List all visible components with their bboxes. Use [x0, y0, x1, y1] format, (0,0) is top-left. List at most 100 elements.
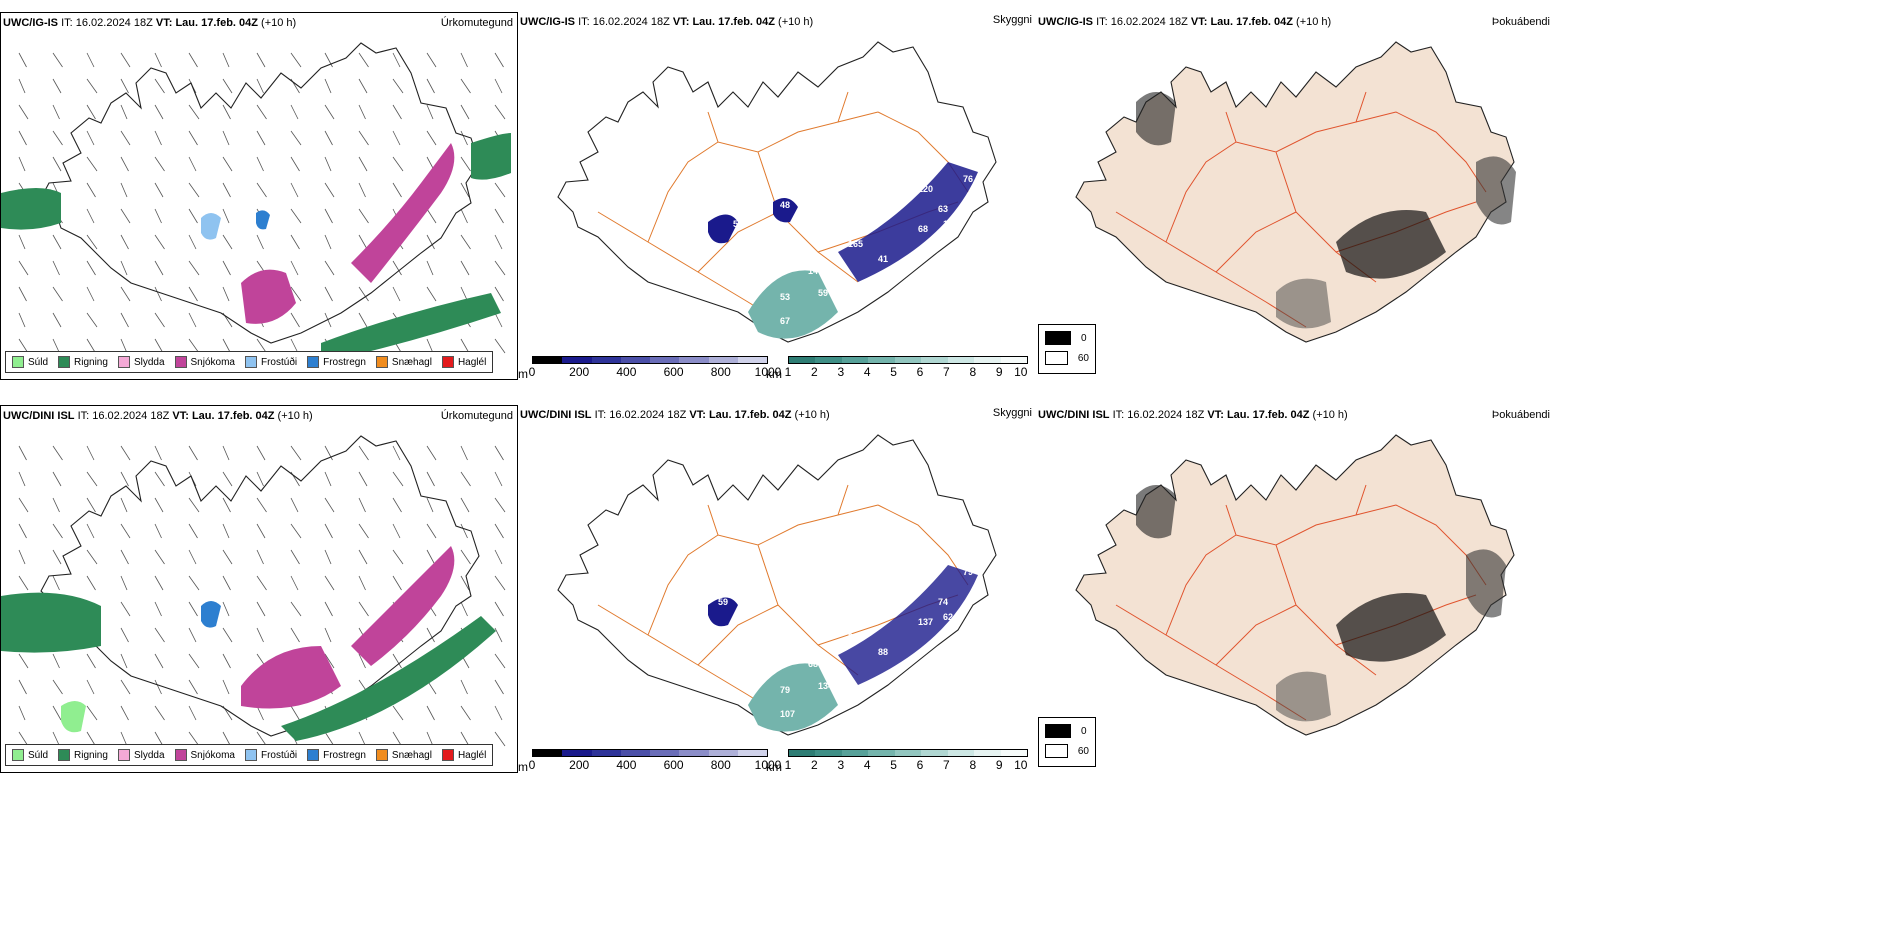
wind-barb	[86, 260, 96, 276]
precip-type-panel-bottom: UWC/DINI ISL IT: 16.02.2024 18Z VT: Lau.…	[0, 405, 518, 773]
wind-barb	[392, 523, 401, 539]
wind-barb	[52, 445, 63, 461]
wind-barb	[154, 549, 165, 565]
legend-swatch	[174, 356, 187, 368]
wind-barb	[256, 497, 267, 513]
wind-barb	[426, 52, 437, 68]
legend-item: Rigning	[58, 749, 108, 761]
wind-barb	[18, 78, 26, 94]
wind-barb	[154, 705, 165, 721]
wind-barb	[290, 208, 302, 224]
wind-barb	[494, 601, 504, 617]
wind-barb	[460, 208, 468, 224]
wind-barb	[154, 78, 165, 94]
wind-barb	[18, 286, 27, 302]
wind-barb	[222, 497, 231, 513]
wind-barb	[154, 575, 164, 591]
wind-barb	[222, 627, 233, 643]
legend-swatch	[441, 749, 454, 761]
vis-value-label: 88	[878, 647, 888, 657]
wind-barb	[18, 731, 29, 747]
precip-type-panel-top: UWC/IG-IS IT: 16.02.2024 18Z VT: Lau. 17…	[0, 12, 518, 380]
legend-item: Slydda	[117, 749, 165, 761]
panel-header: UWC/DINI ISL IT: 16.02.2024 18Z VT: Lau.…	[1038, 409, 1348, 421]
wind-barb	[120, 312, 129, 328]
vis-value-label: 111	[733, 612, 747, 622]
legend-item: Snjókoma	[174, 356, 235, 368]
wind-barb	[494, 260, 506, 276]
wind-barb	[188, 156, 197, 172]
wind-barb	[358, 286, 369, 302]
wind-barb	[154, 679, 162, 695]
wind-barb	[188, 731, 200, 747]
wind-barb	[460, 471, 471, 487]
wind-barb	[426, 523, 437, 539]
wind-barb	[392, 182, 402, 198]
wind-barb	[460, 338, 470, 354]
panel-header: UWC/DINI ISL IT: 16.02.2024 18Z VT: Lau.…	[3, 410, 313, 422]
wind-barb	[358, 78, 368, 94]
wind-barb	[358, 497, 366, 513]
wind-barb	[154, 182, 164, 198]
ceiling-colorbar	[532, 356, 768, 364]
wind-barb	[120, 130, 131, 146]
wind-barb	[426, 130, 437, 146]
wind-barb	[18, 104, 29, 120]
vis-value-label: 90	[780, 593, 790, 603]
wind-barb	[18, 549, 26, 565]
wind-barb	[188, 575, 200, 591]
wind-barb	[52, 523, 63, 539]
wind-barb	[18, 445, 27, 461]
wind-barb	[392, 286, 401, 302]
wind-barb	[426, 260, 434, 276]
wind-barb	[256, 445, 266, 461]
wind-barb	[392, 731, 402, 747]
wind-barb	[256, 156, 264, 172]
wind-barb	[392, 471, 404, 487]
wind-barb	[120, 156, 129, 172]
wind-barb	[120, 52, 131, 68]
wind-barb	[256, 549, 264, 565]
legend-swatch	[58, 356, 71, 368]
wind-barb	[358, 601, 369, 617]
wind-barb	[188, 52, 198, 68]
panel-header: UWC/IG-IS IT: 16.02.2024 18Z VT: Lau. 17…	[520, 16, 814, 28]
vis-value-label: 320	[848, 632, 863, 642]
wind-barb	[18, 575, 29, 591]
wind-barb	[460, 705, 471, 721]
wind-barb	[86, 705, 98, 721]
visibility-panel-bottom: UWC/DINI ISL IT: 16.02.2024 18Z VT: Lau.…	[518, 405, 1036, 773]
wind-barb	[86, 52, 95, 68]
wind-barb	[324, 575, 335, 591]
wind-barb	[460, 234, 471, 250]
wind-barb	[18, 679, 27, 695]
wind-barb	[392, 156, 404, 172]
wind-barb	[426, 286, 437, 302]
wind-barb	[290, 549, 300, 565]
legend-item: Snjókoma	[174, 749, 235, 761]
wind-barb	[222, 575, 231, 591]
wind-barb	[290, 182, 299, 198]
wind-barb	[52, 731, 60, 747]
wind-barb	[290, 575, 299, 591]
wind-barb	[494, 575, 506, 591]
vis-value-label: 102	[973, 552, 988, 562]
vis-value-label: 58	[733, 219, 743, 229]
panel-header: UWC/IG-IS IT: 16.02.2024 18Z VT: Lau. 17…	[3, 17, 297, 29]
wind-barb	[392, 78, 404, 94]
vis-value-label: 112	[943, 219, 958, 229]
wind-barb	[188, 497, 200, 513]
wind-barb	[86, 575, 96, 591]
wind-barb	[120, 286, 131, 302]
wind-barb	[120, 445, 131, 461]
wind-barb	[290, 705, 300, 721]
wind-barb	[120, 234, 129, 250]
fog-panel-bottom: UWC/DINI ISL IT: 16.02.2024 18Z VT: Lau.…	[1036, 405, 1554, 773]
wind-barb	[494, 653, 506, 669]
wind-barb	[188, 627, 197, 643]
wind-barb	[188, 445, 198, 461]
wind-barb	[358, 653, 366, 669]
legend-swatch	[307, 356, 320, 368]
wind-barb	[86, 523, 95, 539]
wind-barb	[426, 78, 435, 94]
